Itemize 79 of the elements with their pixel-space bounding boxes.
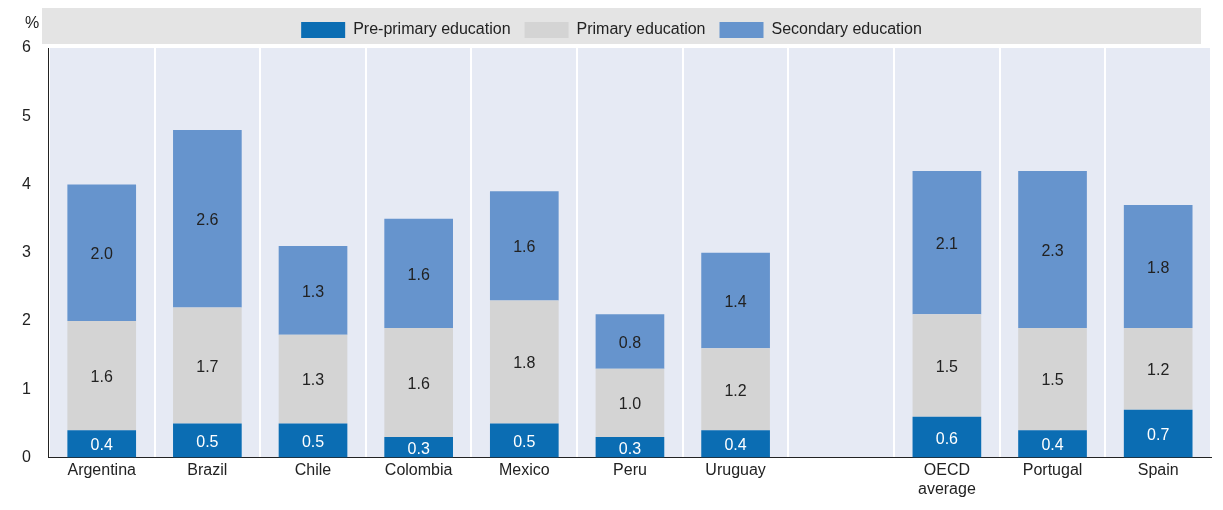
x-tick-label: Colombia (384, 460, 453, 478)
bar (67, 430, 137, 458)
data-label: 1.3 (301, 371, 325, 389)
bar (384, 327, 453, 438)
bar (1018, 327, 1087, 431)
bar (1123, 409, 1193, 458)
data-label: 0.5 (513, 432, 536, 450)
data-label: 2.3 (1041, 241, 1064, 259)
data-label: 1.5 (935, 357, 959, 375)
data-label: 1.6 (407, 265, 430, 283)
legend-label: Pre-primary education (353, 20, 511, 38)
bar (912, 314, 982, 417)
bar (489, 423, 559, 458)
y-tick-label: 4 (21, 174, 31, 192)
bar (489, 191, 559, 301)
y-tick-label: 5 (21, 106, 31, 124)
y-tick-label: 6 (21, 38, 31, 56)
bar (1123, 327, 1193, 410)
x-tick-label: Spain (1137, 460, 1179, 478)
bar (701, 348, 770, 431)
x-tick-label: Peru (613, 460, 647, 478)
data-label: 0.6 (935, 429, 959, 447)
y-tick-label: 2 (21, 311, 31, 329)
data-label: 0.7 (1147, 426, 1170, 444)
x-tick-label: Chile (294, 460, 332, 478)
bar (278, 334, 348, 424)
bar (1018, 170, 1087, 328)
y-tick-label: 0 (21, 448, 31, 466)
data-label: 2.6 (196, 211, 219, 229)
data-label: 0.4 (1041, 436, 1064, 454)
data-label: 1.2 (1147, 361, 1170, 379)
bar (489, 300, 559, 424)
bar (701, 252, 770, 349)
bar (173, 129, 242, 308)
data-label: 0.5 (301, 432, 325, 450)
bar (912, 170, 982, 315)
y-axis-title: % (24, 14, 40, 32)
y-tick-label: 1 (21, 379, 31, 397)
bar (67, 321, 137, 431)
data-label: 0.4 (90, 436, 113, 454)
legend-label: Primary education (576, 20, 706, 38)
bar (173, 423, 242, 458)
bar (384, 218, 453, 328)
x-tick-label: Portugal (1022, 460, 1083, 478)
data-label: 0.3 (618, 439, 642, 457)
x-tick-label: Mexico (498, 460, 550, 478)
data-label: 1.8 (1147, 258, 1170, 276)
data-label: 0.8 (618, 333, 642, 351)
data-label: 1.2 (724, 381, 747, 399)
data-label: 1.6 (513, 238, 536, 256)
data-label: 0.4 (724, 436, 747, 454)
y-tick-label: 3 (21, 243, 31, 261)
data-label: 2.1 (935, 234, 959, 252)
data-label: 1.0 (618, 395, 642, 413)
data-label: 1.5 (1041, 371, 1064, 389)
bar (912, 416, 982, 458)
bar (67, 184, 137, 322)
bar (1018, 430, 1087, 458)
bar (595, 368, 665, 438)
x-tick-label: Argentina (67, 460, 137, 478)
bar (173, 307, 242, 424)
data-label: 0.3 (407, 439, 430, 457)
data-label: 2.0 (90, 245, 113, 263)
bar (1123, 205, 1193, 328)
bar (278, 423, 348, 458)
data-label: 1.6 (407, 374, 430, 392)
bar (278, 245, 348, 335)
x-tick-label: Brazil (187, 460, 228, 478)
x-tick-label: OECD average (917, 460, 976, 497)
x-tick-label: Uruguay (705, 460, 766, 478)
data-label: 1.3 (301, 282, 325, 300)
data-label: 0.5 (196, 432, 219, 450)
legend-label: Secondary education (771, 20, 922, 38)
data-label: 1.8 (513, 354, 536, 372)
data-label: 1.4 (724, 292, 747, 310)
bar (595, 314, 665, 369)
data-label: 1.6 (90, 368, 113, 386)
data-label: 1.7 (196, 357, 219, 375)
bar (701, 430, 770, 458)
